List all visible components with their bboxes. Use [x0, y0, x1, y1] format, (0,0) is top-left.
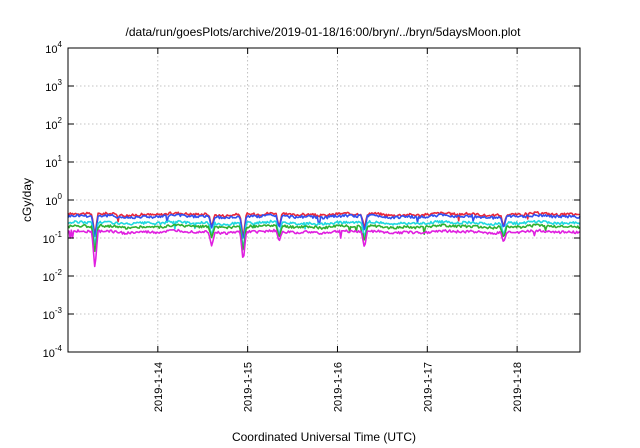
y-tick-label: 100	[45, 192, 62, 208]
y-tick-label: 10-3	[43, 306, 63, 322]
y-tick-base: 10	[43, 310, 55, 322]
series-line	[67, 211, 580, 236]
y-tick-exponent: 3	[58, 78, 63, 87]
series-line	[67, 223, 581, 252]
series-line	[67, 219, 581, 247]
y-tick-exponent: -4	[55, 344, 63, 353]
series-layer	[67, 211, 581, 268]
chart-title: /data/run/goesPlots/archive/2019-01-18/1…	[126, 25, 522, 39]
y-tick-base: 10	[45, 158, 57, 170]
y-tick-label: 10-1	[43, 230, 63, 246]
ticks: 10-410-310-210-11001011021031042019-1-14…	[43, 40, 580, 412]
y-tick-base: 10	[45, 120, 57, 132]
y-tick-exponent: 0	[58, 192, 63, 201]
y-tick-exponent: 2	[58, 116, 63, 125]
y-tick-base: 10	[45, 196, 57, 208]
y-tick-base: 10	[43, 348, 55, 360]
y-tick-label: 103	[45, 78, 62, 94]
y-tick-exponent: -2	[55, 268, 63, 277]
x-tick-label: 2019-1-16	[332, 362, 344, 412]
y-tick-exponent: -3	[55, 306, 63, 315]
y-tick-label: 10-2	[43, 268, 63, 284]
series-line	[67, 228, 580, 268]
y-tick-base: 10	[43, 234, 55, 246]
x-tick-label: 2019-1-18	[512, 362, 524, 412]
y-tick-exponent: 1	[58, 154, 63, 163]
y-tick-exponent: -1	[55, 230, 63, 239]
y-tick-base: 10	[45, 44, 57, 56]
grid	[68, 48, 580, 352]
y-tick-base: 10	[45, 82, 57, 94]
y-tick-exponent: 4	[58, 40, 63, 49]
y-tick-label: 104	[45, 40, 62, 56]
series-line	[67, 213, 581, 239]
x-tick-label: 2019-1-15	[243, 362, 255, 412]
x-tick-label: 2019-1-17	[422, 362, 434, 412]
y-tick-label: 101	[45, 154, 62, 170]
y-tick-label: 10-4	[43, 344, 63, 360]
x-axis-label: Coordinated Universal Time (UTC)	[232, 430, 416, 444]
y-axis-label: cGy/day	[20, 178, 34, 222]
y-tick-base: 10	[43, 272, 55, 284]
y-tick-label: 102	[45, 116, 62, 132]
x-tick-label: 2019-1-14	[153, 362, 165, 412]
